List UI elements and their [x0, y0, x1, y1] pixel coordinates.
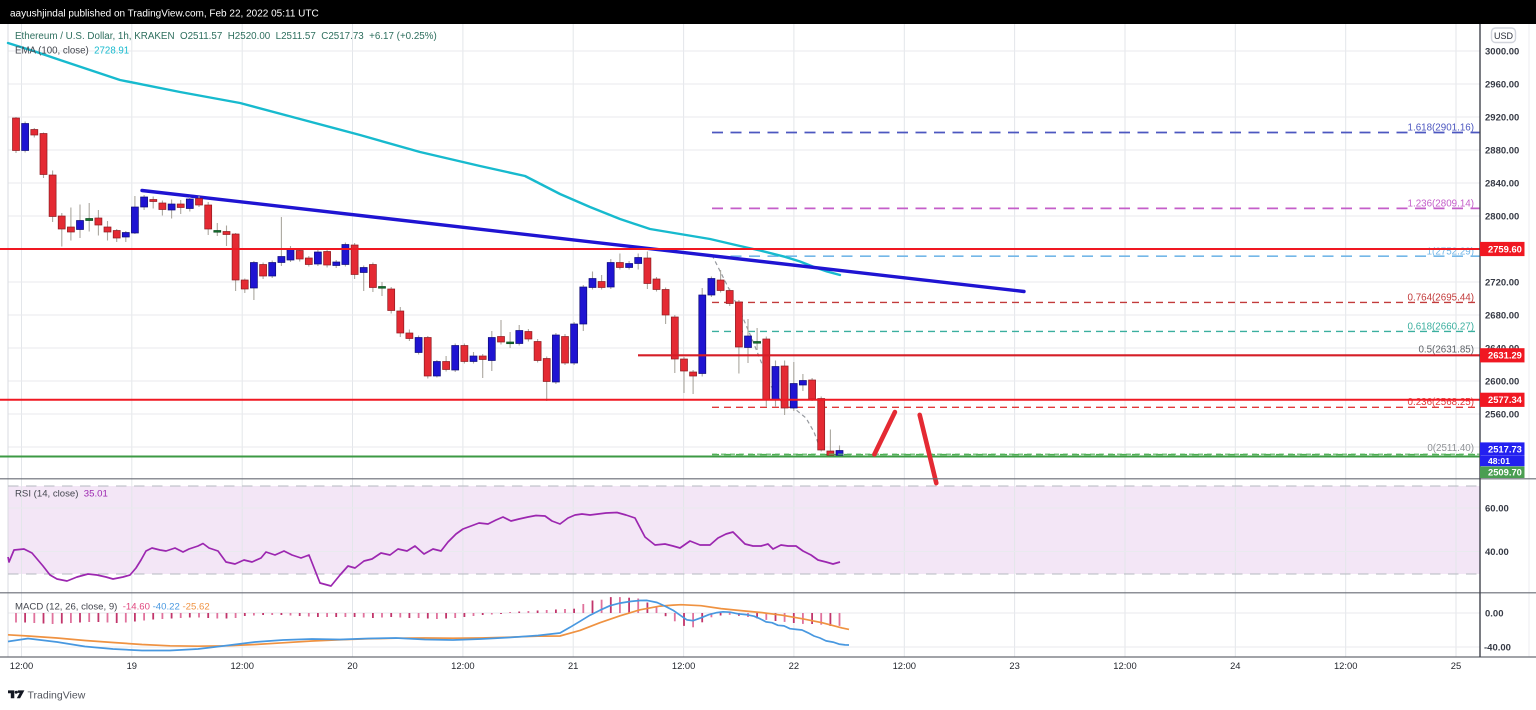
svg-text:2631.29: 2631.29 [1488, 350, 1522, 361]
svg-text:22: 22 [789, 660, 799, 671]
svg-text:48:01: 48:01 [1488, 456, 1510, 466]
svg-text:-40.00: -40.00 [1484, 643, 1511, 654]
svg-text:12:00: 12:00 [1113, 660, 1136, 671]
svg-text:EMA (100, close) 2728.91: EMA (100, close) 2728.91 [15, 46, 129, 57]
svg-text:21: 21 [568, 660, 578, 671]
svg-text:20: 20 [347, 660, 357, 671]
svg-text:19: 19 [127, 660, 137, 671]
svg-text:aayushjindal published on Trad: aayushjindal published on TradingView.co… [10, 9, 319, 20]
svg-text:2840.00: 2840.00 [1485, 178, 1519, 189]
svg-text:12:00: 12:00 [672, 660, 695, 671]
svg-text:12:00: 12:00 [230, 660, 253, 671]
svg-text:25: 25 [1451, 660, 1461, 671]
svg-text:2560.00: 2560.00 [1485, 409, 1519, 420]
svg-text:2680.00: 2680.00 [1485, 310, 1519, 321]
svg-text:2920.00: 2920.00 [1485, 113, 1519, 124]
svg-text:1(2752.29): 1(2752.29) [1427, 247, 1474, 258]
svg-text:2509.70: 2509.70 [1488, 467, 1522, 478]
svg-text:2880.00: 2880.00 [1485, 146, 1519, 157]
svg-text:0.618(2660.27): 0.618(2660.27) [1408, 322, 1474, 333]
svg-text:2720.00: 2720.00 [1485, 277, 1519, 288]
svg-text:TradingView: TradingView [28, 690, 86, 702]
svg-text:MACD (12, 26, close, 9) -14.6: MACD (12, 26, close, 9) -14.60 -40.22 -2… [15, 602, 210, 613]
svg-text:2517.73: 2517.73 [1488, 444, 1522, 455]
svg-text:24: 24 [1230, 660, 1240, 671]
svg-text:2577.34: 2577.34 [1488, 394, 1523, 405]
svg-text:40.00: 40.00 [1485, 547, 1509, 558]
svg-text:RSI (14, close) 35.01: RSI (14, close) 35.01 [15, 488, 108, 499]
svg-text:0.764(2695.44): 0.764(2695.44) [1408, 293, 1474, 304]
svg-text:12:00: 12:00 [1334, 660, 1357, 671]
svg-text:2960.00: 2960.00 [1485, 80, 1519, 91]
svg-text:0.236(2568.25): 0.236(2568.25) [1408, 397, 1474, 408]
svg-text:2600.00: 2600.00 [1485, 376, 1519, 387]
svg-text:60.00: 60.00 [1485, 504, 1509, 515]
svg-text:23: 23 [1009, 660, 1019, 671]
svg-text:12:00: 12:00 [893, 660, 916, 671]
svg-text:1.236(2809.14): 1.236(2809.14) [1408, 199, 1474, 210]
svg-text:0.5(2631.85): 0.5(2631.85) [1418, 345, 1474, 356]
svg-text:Ethereum / U.S. Dollar, 1h, KR: Ethereum / U.S. Dollar, 1h, KRAKEN O2511… [15, 31, 437, 42]
svg-text:USD: USD [1494, 31, 1514, 41]
svg-text:2800.00: 2800.00 [1485, 211, 1519, 222]
svg-text:3000.00: 3000.00 [1485, 47, 1519, 58]
svg-text:2759.60: 2759.60 [1488, 243, 1522, 254]
svg-text:12:00: 12:00 [451, 660, 474, 671]
svg-text:0.00: 0.00 [1485, 609, 1504, 620]
svg-text:0(2511.40): 0(2511.40) [1427, 443, 1474, 454]
svg-text:1.618(2901.16): 1.618(2901.16) [1408, 123, 1474, 134]
svg-text:12:00: 12:00 [10, 660, 33, 671]
